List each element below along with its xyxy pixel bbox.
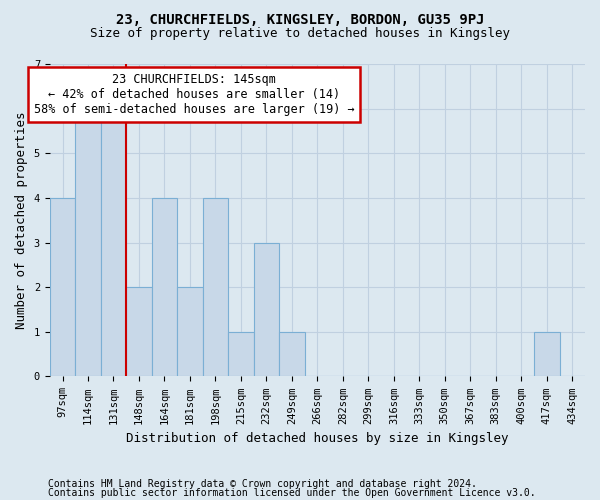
Bar — [50, 198, 75, 376]
Bar — [152, 198, 177, 376]
Bar — [254, 242, 279, 376]
Bar — [279, 332, 305, 376]
Bar — [126, 287, 152, 376]
Text: 23 CHURCHFIELDS: 145sqm
← 42% of detached houses are smaller (14)
58% of semi-de: 23 CHURCHFIELDS: 145sqm ← 42% of detache… — [34, 74, 355, 116]
Text: Size of property relative to detached houses in Kingsley: Size of property relative to detached ho… — [90, 28, 510, 40]
Text: Contains HM Land Registry data © Crown copyright and database right 2024.: Contains HM Land Registry data © Crown c… — [48, 479, 477, 489]
Bar — [228, 332, 254, 376]
X-axis label: Distribution of detached houses by size in Kingsley: Distribution of detached houses by size … — [126, 432, 509, 445]
Bar — [534, 332, 560, 376]
Bar — [75, 108, 101, 376]
Bar — [177, 287, 203, 376]
Y-axis label: Number of detached properties: Number of detached properties — [15, 112, 28, 329]
Text: 23, CHURCHFIELDS, KINGSLEY, BORDON, GU35 9PJ: 23, CHURCHFIELDS, KINGSLEY, BORDON, GU35… — [116, 12, 484, 26]
Text: Contains public sector information licensed under the Open Government Licence v3: Contains public sector information licen… — [48, 488, 536, 498]
Bar — [101, 108, 126, 376]
Bar — [203, 198, 228, 376]
